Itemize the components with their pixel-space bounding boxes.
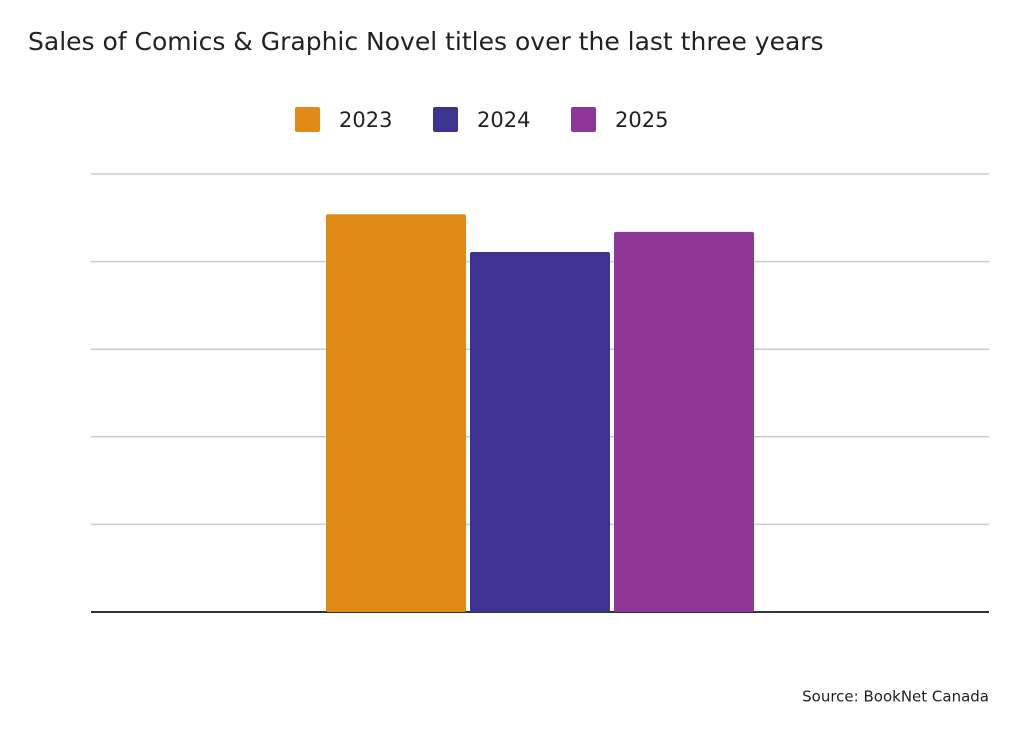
legend-label: 2025 bbox=[615, 108, 668, 132]
source-note: Source: BookNet Canada bbox=[802, 688, 989, 706]
chart-title: Sales of Comics & Graphic Novel titles o… bbox=[28, 27, 824, 56]
legend-swatch bbox=[433, 107, 458, 132]
bar bbox=[326, 214, 466, 612]
legend-label: 2023 bbox=[339, 108, 392, 132]
bar bbox=[470, 251, 610, 613]
legend-swatch bbox=[295, 107, 320, 132]
bar bbox=[614, 231, 754, 613]
legend-label: 2024 bbox=[477, 108, 530, 132]
legend-swatch bbox=[571, 107, 596, 132]
